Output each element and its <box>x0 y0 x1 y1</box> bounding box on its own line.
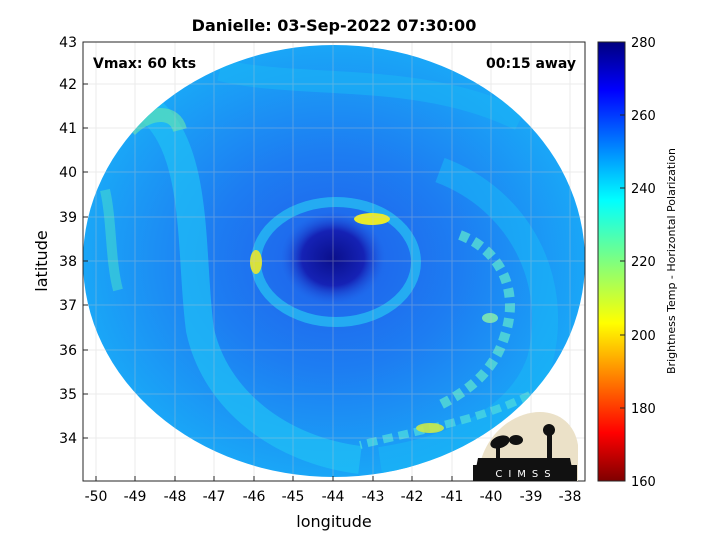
y-tick-label: 39 <box>59 210 77 226</box>
colorbar-tick-label: 240 <box>631 182 656 197</box>
colorbar-ticks <box>620 41 625 482</box>
logo-tower <box>547 432 552 464</box>
y-tick-label: 43 <box>59 35 77 51</box>
warm-spot-west <box>250 250 262 274</box>
warm-spot-north <box>354 213 390 225</box>
y-tick-label: 42 <box>59 77 77 93</box>
x-tick-label: -42 <box>401 489 424 505</box>
warm-spot-east <box>482 313 498 323</box>
x-tick-label: -47 <box>203 489 226 505</box>
logo-tower-top <box>543 424 555 436</box>
y-tick-label: 37 <box>59 298 77 314</box>
x-tick-label: -40 <box>480 489 503 505</box>
logo-dish-stand <box>496 445 500 463</box>
storm-eye <box>281 212 385 304</box>
y-tick-labels: 34 35 36 37 38 39 40 41 42 43 <box>59 35 77 447</box>
chart-title: Danielle: 03-Sep-2022 07:30:00 <box>192 16 477 35</box>
x-tick-label: -45 <box>282 489 305 505</box>
logo-dish-2 <box>509 435 523 445</box>
x-tick-label: -38 <box>559 489 582 505</box>
logo-base <box>473 465 577 481</box>
x-tick-label: -50 <box>85 489 108 505</box>
microwave-image <box>83 45 585 477</box>
outer-band-north <box>217 59 525 130</box>
y-tick-label: 36 <box>59 343 77 359</box>
logo-text: CIMSS <box>495 469 556 480</box>
y-tick-label: 35 <box>59 387 77 403</box>
outer-band-east <box>378 157 559 473</box>
colorbar-tick-label: 260 <box>631 109 656 124</box>
warm-spot-south <box>416 423 444 433</box>
colorbar-tick-label: 200 <box>631 329 656 344</box>
greenish-patch-w <box>100 188 123 292</box>
x-tick-label: -49 <box>124 489 147 505</box>
y-tick-label: 38 <box>59 254 77 270</box>
colorbar-tick-label: 280 <box>631 36 656 51</box>
x-tick-label: -48 <box>164 489 187 505</box>
colorbar-tick-label: 220 <box>631 255 656 270</box>
time-away-annotation: 00:15 away <box>486 56 576 72</box>
colorbar-tick-label: 180 <box>631 402 656 417</box>
grid <box>83 42 585 481</box>
x-tick-label: -39 <box>520 489 543 505</box>
y-tick-label: 41 <box>59 121 77 137</box>
x-tick-labels: -50 -49 -48 -47 -46 -45 -44 -43 -42 -41 … <box>85 489 582 505</box>
x-tick-label: -44 <box>322 489 345 505</box>
y-tick-label: 40 <box>59 165 77 181</box>
x-tick-label: -43 <box>362 489 385 505</box>
rainband-eastern <box>437 230 515 410</box>
vmax-annotation: Vmax: 60 kts <box>93 56 196 72</box>
cimss-logo: CIMSS <box>473 412 578 481</box>
outer-band-west <box>140 99 362 474</box>
colorbar: 280 260 240 220 200 180 160 Brightness T… <box>597 36 678 490</box>
rainband-southern <box>359 391 532 449</box>
y-axis-ticks <box>83 41 88 439</box>
x-axis-label: longitude <box>296 512 371 531</box>
y-tick-label: 34 <box>59 431 77 447</box>
x-tick-label: -46 <box>243 489 266 505</box>
y-axis-label: latitude <box>32 230 51 291</box>
colorbar-tick-label: 160 <box>631 475 656 490</box>
logo-dish <box>490 435 510 449</box>
x-tick-label: -41 <box>441 489 464 505</box>
colorbar-label: Brightness Temp - Horizontal Polarizatio… <box>665 148 678 374</box>
